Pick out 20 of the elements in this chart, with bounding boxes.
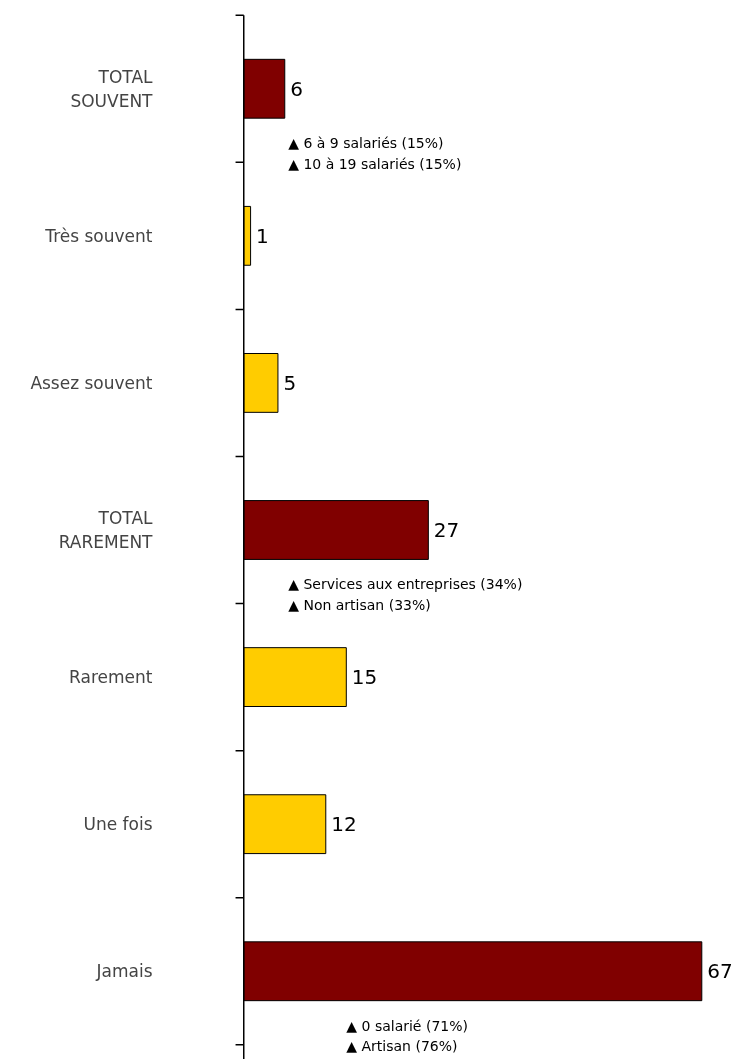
y-tick-label: Rarement bbox=[69, 667, 153, 688]
data-label: 5 bbox=[283, 370, 297, 395]
data-label: 67 bbox=[707, 959, 733, 984]
y-tick-label: Une fois bbox=[83, 814, 153, 835]
annotation: ▲ Artisan (76%) bbox=[346, 1038, 458, 1055]
annotation: ▲ Non artisan (33%) bbox=[288, 597, 431, 614]
annotation: ▲ 10 à 19 salariés (15%) bbox=[288, 155, 462, 172]
data-label: 15 bbox=[351, 665, 378, 690]
y-tick-label: TOTAL RAREMENT bbox=[58, 508, 154, 552]
y-tick-label: Jamais bbox=[95, 961, 153, 982]
data-label: 27 bbox=[433, 518, 460, 542]
data-label: 12 bbox=[331, 812, 357, 837]
annotation: ▲ 6 à 9 salariés (15%) bbox=[288, 135, 444, 152]
y-tick-label: TOTAL SOUVENT bbox=[70, 66, 154, 111]
y-tick-label: Assez souvent bbox=[30, 372, 153, 393]
annotation: ▲ 0 salarié (71%) bbox=[346, 1017, 468, 1034]
data-label: 1 bbox=[256, 223, 269, 248]
y-tick-label: Très souvent bbox=[44, 225, 153, 246]
annotation: ▲ Services aux entreprises (34%) bbox=[288, 576, 523, 593]
data-label: 6 bbox=[290, 76, 303, 101]
